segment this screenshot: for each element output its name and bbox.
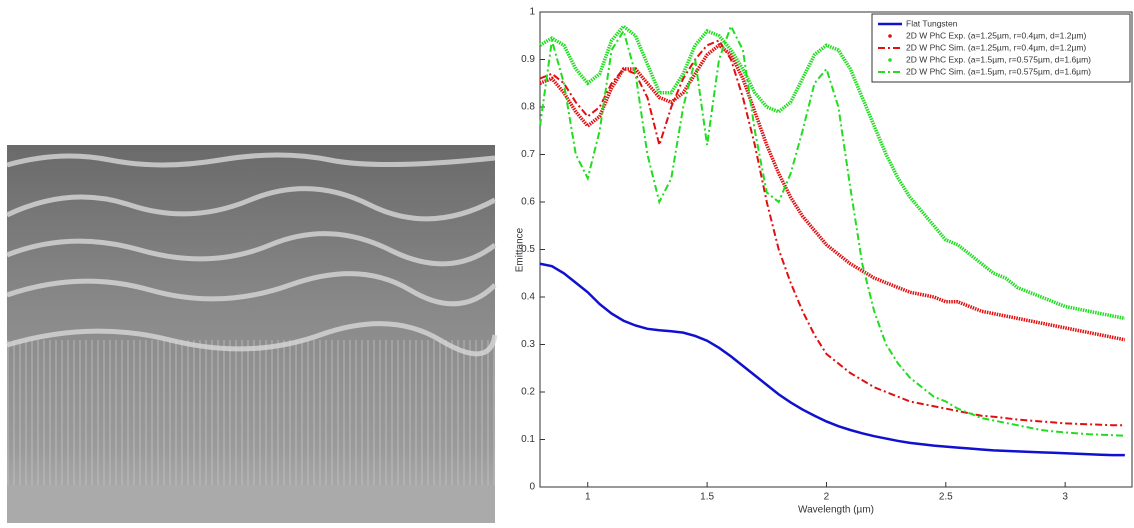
legend-label: 2D W PhC Sim. (a=1.25µm, r=0.4µm, d=1.2µ… <box>906 42 1086 52</box>
x-tick-label: 3 <box>1062 492 1068 503</box>
y-tick-label: 0.5 <box>521 244 535 255</box>
y-tick-label: 0.7 <box>521 149 535 160</box>
y-tick-label: 0.8 <box>521 102 535 113</box>
x-tick-label: 2 <box>824 492 830 503</box>
y-tick-label: 0 <box>529 482 535 493</box>
y-tick-label: 0.9 <box>521 54 535 65</box>
y-tick-label: 0.4 <box>521 292 535 303</box>
legend: Flat Tungsten 2D W PhC Exp. (a=1.25µm, r=… <box>871 13 1131 83</box>
plot-area <box>539 11 1133 488</box>
x-tick-label: 1 <box>585 492 591 503</box>
series-line <box>539 262 1125 457</box>
x-tick-label: 1.5 <box>700 492 714 503</box>
sem-image <box>5 145 498 523</box>
legend-marker <box>888 34 892 38</box>
series-line <box>539 23 1125 437</box>
x-axis-label: Wavelength (µm) <box>798 505 874 516</box>
y-tick-label: 0.6 <box>521 197 535 208</box>
legend-marker <box>888 58 892 62</box>
series-line <box>539 39 1125 427</box>
legend-label: 2D W PhC Exp. (a=1.25µm, r=0.4µm, d=1.2µ… <box>906 30 1086 40</box>
x-tick-label: 2.5 <box>939 492 953 503</box>
y-tick-label: 0.2 <box>521 387 535 398</box>
y-axis-label: Emittance <box>515 227 526 272</box>
legend-box <box>871 13 1131 83</box>
legend-label: Flat Tungsten <box>906 18 958 28</box>
y-tick-label: 0.3 <box>521 339 535 350</box>
legend-label: 2D W PhC Sim. (a=1.5µm, r=0.575µm, d=1.6… <box>906 66 1091 76</box>
y-tick-label: 1 <box>529 7 535 18</box>
legend-label: 2D W PhC Exp. (a=1.5µm, r=0.575µm, d=1.6… <box>906 54 1091 64</box>
series-line <box>539 23 1126 321</box>
y-tick-label: 0.1 <box>521 434 535 445</box>
series-line <box>539 43 1126 342</box>
